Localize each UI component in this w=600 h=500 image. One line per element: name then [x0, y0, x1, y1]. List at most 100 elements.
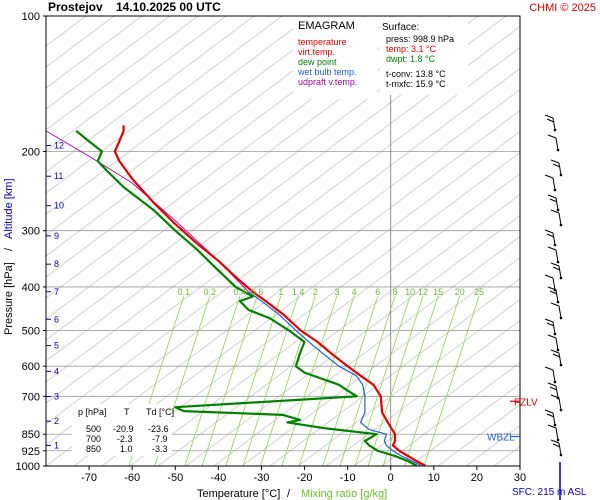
wind-barb-feather	[544, 114, 554, 119]
wbzl-label: WBZL	[487, 433, 515, 444]
adiabat-line	[353, 341, 520, 466]
series-temperature	[113, 125, 426, 466]
legend-item-virt-temp: virt.temp.	[298, 47, 335, 57]
wind-barb-feather	[544, 366, 554, 371]
temperature-tick-label: -20	[297, 472, 313, 484]
wind-barbs	[544, 114, 563, 500]
wind-barb-staff	[555, 289, 559, 303]
table-cell: -23.6	[148, 424, 169, 434]
wind-barb-feather	[549, 290, 558, 295]
surface-temp: temp: 3.1 °C	[386, 44, 437, 54]
sfc-label: SFC: 215 m ASL	[512, 487, 587, 498]
adiabat-line	[578, 16, 600, 466]
fzlv-label: FZLV	[514, 397, 538, 408]
mixing-ratio-line	[354, 295, 411, 466]
wind-barb-feather	[544, 274, 554, 279]
wind-barb-feather	[549, 386, 558, 391]
adiabat-line	[46, 16, 171, 110]
altitude-tick-label: 2	[54, 416, 59, 426]
pressure-tick-label: 700	[22, 391, 40, 403]
surface-dwpt: dwpt: 1.8 °C	[386, 54, 436, 64]
adiabat-line	[46, 16, 87, 47]
temperature-tick-label: 30	[514, 472, 526, 484]
wind-barb-feather	[544, 174, 554, 179]
y-axis-title-sep: /	[3, 247, 15, 251]
level-markers: FZLV WBZL	[487, 397, 538, 443]
wind-barb-dot	[556, 260, 560, 264]
wind-barb-staff	[558, 352, 562, 366]
mixing-ratio-tick-label: 6	[375, 287, 380, 297]
legend-item-updraft: udpraft v.temp.	[298, 77, 357, 87]
plot-frame	[45, 15, 521, 467]
adiabat-line	[46, 16, 255, 173]
wind-barb-staff	[552, 277, 556, 291]
adiabat-line	[409, 383, 520, 466]
pressure-axis: 1000 925 850 700 600 500 400 300 200 100	[16, 11, 46, 473]
mixing-ratio-line	[404, 295, 461, 466]
temperature-tick-label: 20	[471, 472, 483, 484]
wind-barb-dot	[553, 128, 557, 132]
wind-barb-dot	[559, 363, 563, 367]
adiabat-line	[381, 362, 520, 466]
altitude-tick-label: 9	[54, 231, 59, 241]
mixing-ratio-line	[423, 295, 480, 466]
wind-barb-dot	[556, 348, 560, 352]
wind-barb-feather	[552, 163, 561, 168]
wind-barb-dot	[553, 423, 557, 427]
mixing-ratio-tick-label: 3	[334, 287, 339, 297]
mixing-ratio-tick-label: 10	[405, 287, 415, 297]
mixing-ratio-line	[382, 295, 439, 466]
wind-barb-feather	[552, 443, 561, 448]
pressure-tick-label: 400	[22, 282, 40, 294]
wind-barb-staff	[552, 177, 556, 191]
pressure-tick-label: 200	[22, 146, 40, 158]
adiabat-line	[325, 320, 520, 466]
series-layer	[46, 125, 426, 466]
legend-item-temperature: temperature	[298, 37, 347, 47]
temperature-tick-label: -70	[81, 472, 97, 484]
level-table: p [hPa] T Td [°C] 500 -20.9 -23.6 700 -2…	[72, 404, 174, 456]
mixing-ratio-tick-label: 0.2	[203, 287, 216, 297]
wind-barb-feather	[546, 118, 555, 123]
altitude-tick-label: 5	[54, 341, 59, 351]
table-cell: -2.3	[117, 434, 133, 444]
wind-barb-feather	[550, 159, 560, 164]
wind-barb-staff	[552, 117, 556, 131]
temperature-tick-label: -30	[254, 472, 270, 484]
x-axis-title-sep: /	[287, 488, 291, 500]
wind-barb-feather	[550, 209, 560, 214]
adiabat-line	[101, 152, 520, 466]
adiabat-line	[46, 16, 199, 131]
temperature-tick-label: -50	[167, 472, 183, 484]
wind-barb-dot	[559, 316, 563, 320]
table-cell: 850	[86, 444, 101, 454]
wind-barb-dot	[556, 300, 560, 304]
wind-barb-dot	[559, 453, 563, 457]
mixing-ratio-tick-label: 1	[278, 287, 283, 297]
surface-press: press: 998.9 hPa	[386, 34, 454, 44]
surface-tconv: t-conv: 13.8 °C	[386, 69, 446, 79]
altitude-tick-label: 12	[54, 141, 64, 151]
wind-barb-staff	[552, 412, 556, 426]
pressure-tick-label: 850	[22, 429, 40, 441]
wind-barb-feather	[547, 246, 557, 251]
temperature-axis: -70 -60 -50 -40 -30 -20 -10 0 10 20 30	[81, 466, 526, 484]
wind-barb-feather	[550, 394, 560, 399]
wind-barb-dot	[559, 408, 563, 412]
mixing-ratio-line	[367, 295, 424, 466]
adiabat-line	[241, 257, 520, 466]
adiabat-line	[46, 46, 520, 404]
wind-barb-dot	[553, 332, 557, 336]
wind-barb-feather	[552, 266, 561, 271]
table-cell: 1.0	[120, 444, 133, 454]
series-dew-point	[75, 130, 418, 466]
wind-barb-feather	[546, 322, 555, 327]
wind-barb-feather	[547, 286, 557, 291]
mixing-ratio-tick-label: 15	[433, 287, 443, 297]
grid-layer	[46, 16, 600, 466]
station-title: Prostejov	[48, 0, 103, 14]
wind-barb-dot	[556, 208, 560, 212]
temperature-tick-label: -60	[124, 472, 140, 484]
wind-barb-feather	[544, 229, 554, 234]
